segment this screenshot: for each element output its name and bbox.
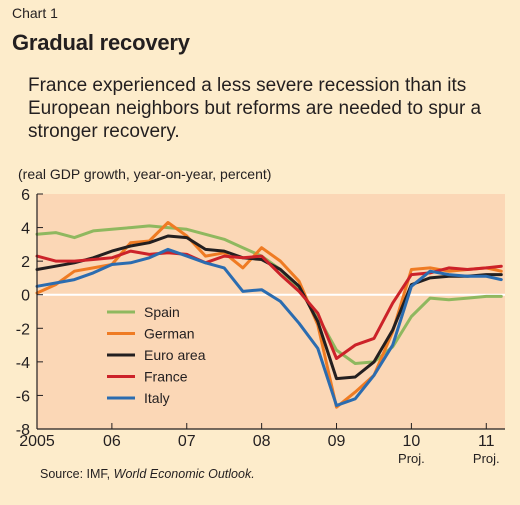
y-tick-label: -4 xyxy=(16,355,30,372)
x-tick-label: 06 xyxy=(103,433,121,450)
x-tick-label: 09 xyxy=(328,433,346,450)
y-tick-label: 4 xyxy=(21,221,30,238)
units-label: (real GDP growth, year-on-year, percent) xyxy=(18,166,272,182)
chart-subtitle: France experienced a less severe recessi… xyxy=(28,75,482,142)
legend-label-france: France xyxy=(144,369,188,385)
legend-label-euro-area: Euro area xyxy=(144,347,206,363)
series-line-german xyxy=(35,221,503,409)
y-tick-label: -8 xyxy=(16,422,30,439)
y-axis-ticks: 6 4 2 0 -2 -4 -6 -8 xyxy=(16,187,43,439)
x-tick-sublabel: Proj. xyxy=(473,451,500,466)
series-line-spain xyxy=(35,224,503,365)
y-tick-label: -2 xyxy=(16,321,30,338)
x-tick-label: 11 xyxy=(478,433,495,450)
chart-number-label: Chart 1 xyxy=(12,5,58,21)
legend-label-spain: Spain xyxy=(144,304,180,320)
series-group xyxy=(35,221,503,409)
x-tick-label: 07 xyxy=(178,433,196,450)
source-prefix: Source: IMF, xyxy=(40,467,114,481)
legend-label-italy: Italy xyxy=(144,390,170,406)
y-tick-label: 6 xyxy=(21,187,30,204)
x-tick-label: 2005 xyxy=(19,433,55,450)
x-tick-label: 08 xyxy=(253,433,271,450)
y-tick-label: 2 xyxy=(21,254,30,271)
source-publication: World Economic Outlook. xyxy=(113,467,255,481)
y-tick-label: 0 xyxy=(21,288,30,305)
legend-label-german: German xyxy=(144,326,195,342)
series-line-italy xyxy=(35,247,503,407)
y-tick-label: -6 xyxy=(16,388,30,405)
legend: Spain German Euro area France Italy xyxy=(107,304,206,406)
chart-title: Gradual recovery xyxy=(12,30,190,55)
x-tick-sublabel: Proj. xyxy=(398,451,425,466)
x-tick-label: 10 xyxy=(403,433,421,450)
source-note: Source: IMF, World Economic Outlook. xyxy=(40,467,255,481)
